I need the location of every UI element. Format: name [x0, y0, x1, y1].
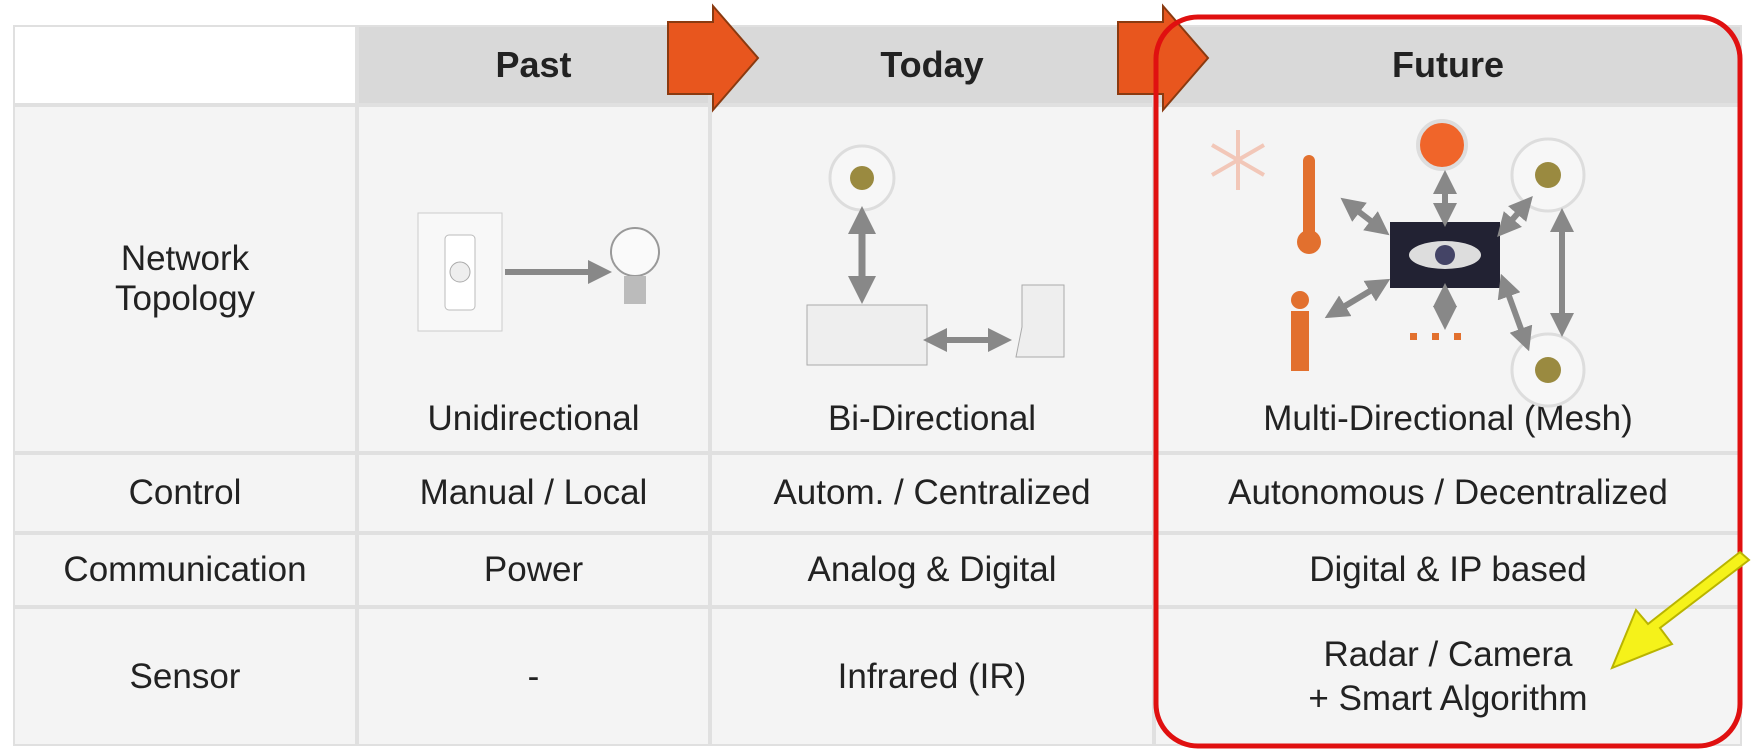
switch-to-bulb-icon: [417, 212, 660, 332]
row-label: Sensor: [13, 607, 357, 746]
column-header: Future: [1154, 25, 1742, 105]
cell: -: [357, 607, 710, 746]
row-label: Communication: [13, 533, 357, 607]
cell: Power: [357, 533, 710, 607]
cell: Analog & Digital: [710, 533, 1154, 607]
row-label: Control: [13, 453, 357, 533]
corner-cell: [13, 25, 357, 105]
mesh-icon: [1211, 119, 1586, 408]
cell-line: + Smart Algorithm: [1308, 678, 1588, 718]
cell: Bi-Directional: [710, 105, 1154, 453]
cell: Infrared (IR): [710, 607, 1154, 746]
bidirectional-icon: [806, 144, 1065, 366]
cell: Unidirectional: [357, 105, 710, 453]
cell: Autonomous / Decentralized: [1154, 453, 1742, 533]
cell-line: Radar / Camera: [1323, 634, 1573, 674]
chevron-arrow: [1117, 3, 1210, 113]
cell: Digital & IP based: [1154, 533, 1742, 607]
pointer-arrow: [1610, 550, 1751, 670]
cell: Manual / Local: [357, 453, 710, 533]
highlight-frame: [1153, 14, 1743, 749]
column-header: Today: [710, 25, 1154, 105]
row-label: Network Topology: [13, 105, 357, 453]
chevron-arrow: [667, 3, 760, 113]
cell: Autom. / Centralized: [710, 453, 1154, 533]
column-header: Past: [357, 25, 710, 105]
